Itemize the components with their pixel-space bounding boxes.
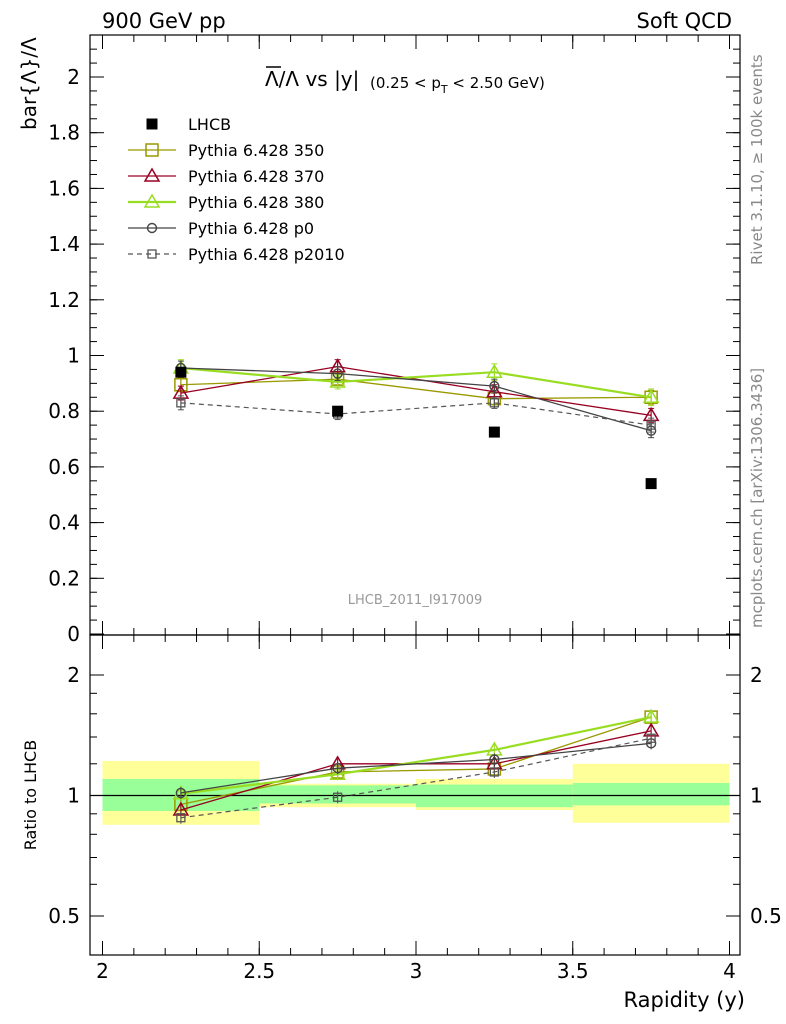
main-point: [645, 478, 657, 490]
ratio-series-line: [180, 742, 652, 794]
x-tick-label: 2.5: [243, 959, 275, 983]
ratio-series-line: [180, 737, 652, 819]
main-series-4: [175, 360, 657, 439]
main-ytick-label: 1: [67, 344, 80, 368]
ratio-ytick-label: 1: [67, 784, 80, 808]
legend-label: LHCB: [188, 115, 231, 134]
main-ytick-label: 0: [67, 622, 80, 646]
ratio-point: [329, 765, 346, 781]
x-tick-label: 3.5: [557, 959, 589, 983]
ratio-point: [332, 792, 343, 802]
main-point: [175, 366, 187, 378]
main-series-5: [176, 395, 656, 433]
main-ytick-label: 0.8: [48, 399, 80, 423]
ratio-series-line: [180, 716, 652, 795]
ratio-series: [172, 708, 660, 824]
main-point: [332, 405, 344, 417]
axis-ticks: 2 2.5 3 3.5 4 0 0.2 0.4 0.6 0.8 1 1.2 1.4 1.6 1.8 2 0.5 0…: [48, 35, 782, 983]
ratio-band-inner: [572, 782, 730, 806]
ratio-series-5: [176, 732, 656, 824]
main-series-0: [175, 366, 657, 490]
main-title: Λ/Λ vs |y| (0.25 < pT < 2.50 GeV): [265, 66, 545, 96]
main-ylabel: bar{Λ}/Λ: [17, 37, 41, 130]
ratio-ytick-label-right: 2: [750, 663, 763, 687]
main-series-line: [180, 378, 652, 400]
ratio-ytick-label-right: 0.5: [750, 904, 782, 928]
legend-marker: [147, 249, 157, 259]
analysis-watermark: LHCB_2011_I917009: [348, 593, 483, 608]
ratio-point: [646, 733, 656, 743]
main-ytick-label: 0.6: [48, 455, 80, 479]
main-point: [646, 420, 656, 430]
x-tick-label: 3: [410, 959, 423, 983]
main-series-line: [180, 402, 652, 426]
main-point: [489, 380, 500, 392]
legend-label: Pythia 6.428 370: [188, 167, 324, 186]
ratio-ytick-label-right: 1: [750, 784, 763, 808]
ratio-bands: [90, 760, 740, 825]
main-point: [176, 398, 186, 408]
main-point: [486, 363, 503, 378]
ratio-point: [332, 763, 343, 774]
legend-entry: Pythia 6.428 350: [128, 141, 324, 160]
main-point: [488, 426, 500, 438]
main-point: [329, 373, 346, 388]
legend-marker: [146, 222, 158, 234]
legend: LHCB Pythia 6.428 350 Pythia 6.428 370 Pyth…: [128, 115, 345, 264]
main-point: [332, 368, 343, 379]
main-series-2: [172, 358, 660, 423]
legend-entry: Pythia 6.428 370: [128, 167, 324, 186]
x-tick-label: 4: [723, 959, 736, 983]
legend-marker: [145, 143, 159, 157]
main-series-line: [180, 365, 652, 417]
ratio-point: [489, 754, 500, 765]
ratio-point: [175, 787, 187, 799]
legend-label: Pythia 6.428 p0: [188, 219, 314, 238]
main-ytick-label: 1.4: [48, 232, 80, 256]
legend-entry: Pythia 6.428 p2010: [128, 245, 345, 264]
legend-entry: Pythia 6.428 380: [128, 193, 324, 212]
main-ytick-label: 0.4: [48, 511, 80, 535]
main-ytick-label: 0.2: [48, 566, 80, 590]
ratio-ylabel: Ratio to LHCB: [21, 740, 40, 850]
main-series-line: [180, 367, 652, 432]
ratio-ytick-label: 0.5: [48, 904, 80, 928]
ratio-series-3: [172, 708, 660, 800]
mcplots-credit-text: mcplots.cern.ch [arXiv:1306.3436]: [748, 368, 766, 628]
legend-label: Pythia 6.428 350: [188, 141, 324, 160]
legend-marker: [143, 167, 161, 182]
legend-label: Pythia 6.428 380: [188, 193, 324, 212]
main-series-line: [180, 366, 652, 399]
main-ytick-label: 1.6: [48, 176, 80, 200]
ratio-ytick-label: 2: [67, 663, 80, 687]
x-tick-label: 2: [96, 959, 109, 983]
legend-entry: LHCB: [146, 115, 231, 134]
ratio-point: [176, 813, 186, 823]
main-ytick-label: 2: [67, 65, 80, 89]
main-ytick-label: 1.2: [48, 288, 80, 312]
header-right: Soft QCD: [637, 9, 732, 33]
ratio-series-line: [180, 716, 652, 806]
main-series: [172, 358, 660, 490]
title-ratio-symbol: Λ/Λ vs |y|: [265, 67, 359, 91]
legend-label: Pythia 6.428 p2010: [188, 245, 345, 264]
legend-entry: Pythia 6.428 p0: [128, 219, 314, 238]
legend-marker: [143, 193, 161, 208]
header-left: 900 GeV pp: [102, 9, 226, 33]
rivet-version-text: Rivet 3.1.10, ≥ 100k events: [748, 54, 766, 265]
main-point: [489, 398, 500, 408]
main-ytick-label: 1.8: [48, 121, 80, 145]
title-range: (0.25 < pT < 2.50 GeV): [370, 74, 545, 96]
x-axis-label: Rapidity (y): [624, 988, 745, 1012]
ratio-series-4: [175, 737, 657, 799]
main-point: [486, 383, 503, 398]
main-point: [642, 388, 660, 404]
ratio-point: [642, 708, 660, 723]
legend-marker: [146, 118, 158, 130]
ratio-point: [489, 767, 500, 777]
